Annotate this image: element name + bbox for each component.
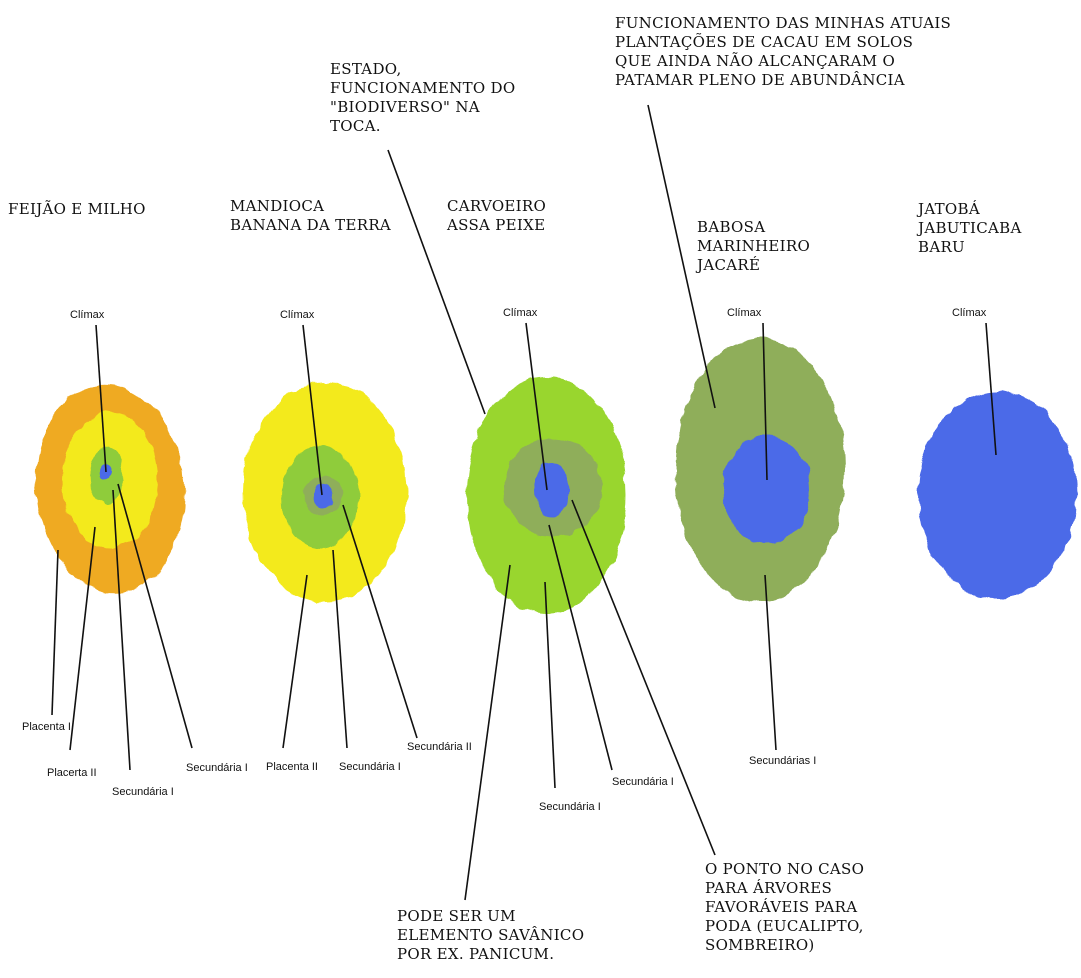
leader-line <box>525 322 548 491</box>
blob-babosa <box>675 338 845 602</box>
label-secundaria-i: Secundária I <box>539 801 601 813</box>
label-climax: Clímax <box>70 309 105 321</box>
label-secundaria-i: Secundária I <box>339 761 401 773</box>
leader-lines <box>51 104 997 901</box>
leader-line <box>544 581 556 789</box>
caption-line: "BIODIVERSO" NA <box>330 98 480 116</box>
caption-line: PATAMAR PLENO DE ABUNDÂNCIA <box>615 71 905 89</box>
label-placenta-ii: Placenta II <box>266 761 318 773</box>
zone-blue <box>723 435 811 545</box>
zone-blue <box>313 483 333 507</box>
blob-mandioca <box>243 382 407 602</box>
leader-line <box>387 149 486 415</box>
caption-line: TOCA. <box>330 117 381 135</box>
leader-line <box>548 524 613 771</box>
caption-pode-ser: PODE SER UM ELEMENTO SAVÂNICO POR EX. PA… <box>397 907 584 964</box>
caption-line: JABUTICABA <box>918 219 1022 237</box>
caption-estado: ESTADO, FUNCIONAMENTO DO "BIODIVERSO" NA… <box>330 60 515 136</box>
label-climax: Clímax <box>952 307 987 319</box>
leader-line <box>764 574 777 751</box>
label-climax: Clímax <box>280 309 315 321</box>
leader-line <box>647 104 716 409</box>
caption-line: PLANTAÇÕES DE CACAU EM SOLOS <box>615 33 914 51</box>
label-climax: Clímax <box>503 307 538 319</box>
zone-blue <box>918 391 1076 599</box>
caption-line: PARA ÁRVORES <box>705 879 833 897</box>
leader-line <box>302 324 323 496</box>
caption-line: JATOBÁ <box>918 200 980 218</box>
caption-jatoba: JATOBÁ JABUTICABA BARU <box>918 200 1022 257</box>
leader-line <box>985 322 997 456</box>
label-climax: Clímax <box>727 307 762 319</box>
label-secundaria-i: Secundária I <box>186 762 248 774</box>
caption-carvoeiro: CARVOEIRO ASSA PEIXE <box>447 197 546 235</box>
caption-line: O PONTO NO CASO <box>705 860 865 878</box>
caption-line: PODA (EUCALIPTO, <box>705 917 864 935</box>
leader-line <box>464 564 511 901</box>
leader-line <box>762 322 768 481</box>
caption-line: MARINHEIRO <box>697 237 811 255</box>
leader-line <box>342 504 418 739</box>
caption-mandioca: MANDIOCA BANANA DA TERRA <box>230 197 391 235</box>
leader-line <box>112 489 131 771</box>
leader-line <box>282 574 308 749</box>
caption-line: FUNCIONAMENTO DO <box>330 79 516 97</box>
caption-line: ASSA PEIXE <box>447 216 546 234</box>
caption-funcionamento: FUNCIONAMENTO DAS MINHAS ATUAIS PLANTAÇÕ… <box>615 14 951 90</box>
blob-jatoba <box>918 391 1076 599</box>
blob-feijao-milho <box>35 384 185 592</box>
leader-line <box>95 324 107 473</box>
caption-line: QUE AINDA NÃO ALCANÇARAM O <box>615 52 896 70</box>
leader-line <box>69 526 96 751</box>
caption-line: JACARÉ <box>697 256 761 274</box>
leader-line <box>51 549 59 716</box>
label-secundaria-ii: Secundária II <box>407 741 472 753</box>
zone-blue <box>535 462 569 518</box>
caption-line: CARVOEIRO <box>447 197 547 215</box>
caption-line: FAVORÁVEIS PARA <box>705 898 858 916</box>
caption-o-ponto: O PONTO NO CASO PARA ÁRVORES FAVORÁVEIS … <box>705 860 864 955</box>
label-secundaria-i: Secundária I <box>112 786 174 798</box>
caption-line: PODE SER UM <box>397 907 516 925</box>
caption-babosa: BABOSA MARINHEIRO JACARÉ <box>697 218 810 275</box>
leader-line <box>332 549 348 749</box>
caption-line: BANANA DA TERRA <box>230 216 392 234</box>
succession-labels: Clímax Clímax Clímax Clímax Clímax Place… <box>22 307 987 813</box>
caption-line: ESTADO, <box>330 60 402 78</box>
label-secundarias-i: Secundárias I <box>749 755 816 767</box>
caption-line: BARU <box>918 238 965 256</box>
caption-line: ELEMENTO SAVÂNICO <box>397 926 585 944</box>
caption-line: BABOSA <box>697 218 766 236</box>
leader-line <box>571 499 716 856</box>
label-placenta-i: Placenta I <box>22 721 71 733</box>
label-secundaria-i: Secundária I <box>612 776 674 788</box>
caption-line: MANDIOCA <box>230 197 325 215</box>
label-placerta-ii: Placerta II <box>47 767 97 779</box>
caption-line: FEIJÃO E MILHO <box>8 200 146 218</box>
caption-line: FUNCIONAMENTO DAS MINHAS ATUAIS <box>615 14 952 32</box>
leader-line <box>117 483 193 749</box>
caption-line: SOMBREIRO) <box>705 936 815 954</box>
caption-feijao-milho: FEIJÃO E MILHO <box>8 200 146 219</box>
caption-line: POR EX. PANICUM. <box>397 945 555 963</box>
